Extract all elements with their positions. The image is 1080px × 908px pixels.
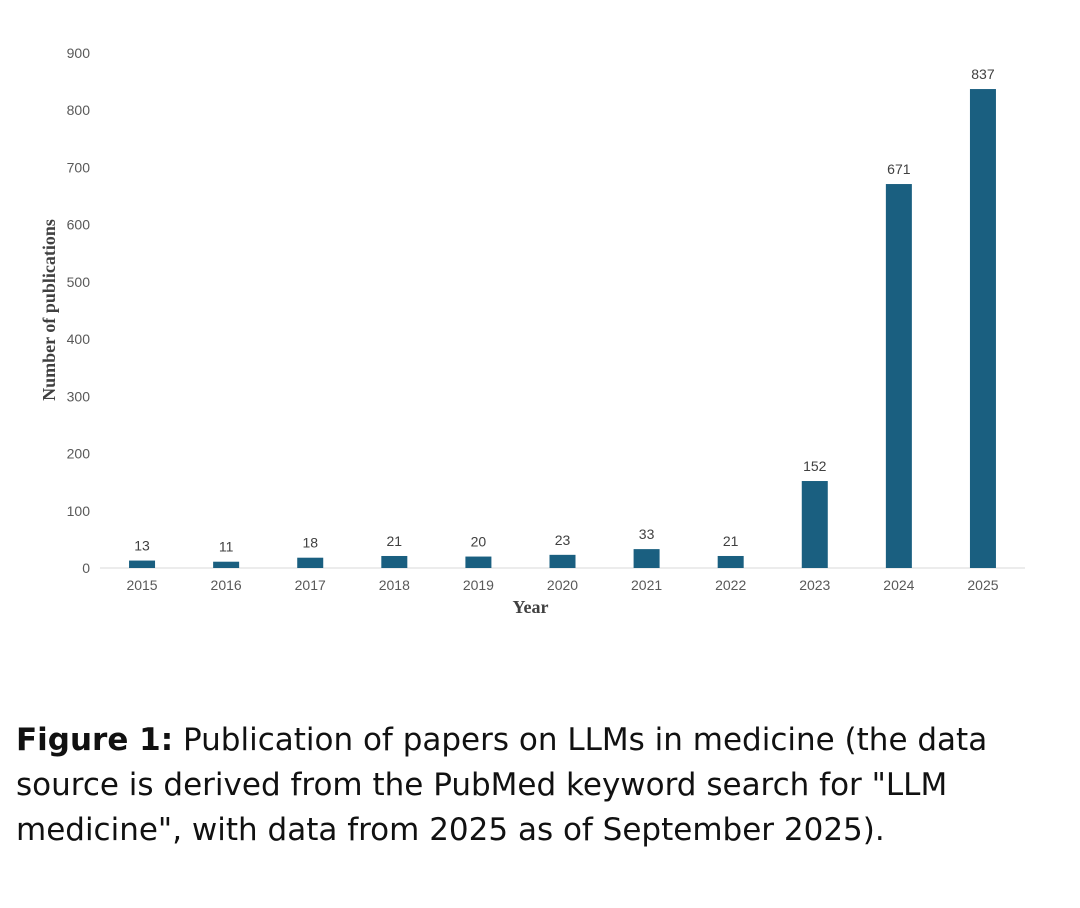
data-label-2019: 20 bbox=[471, 534, 487, 550]
x-tick-label-2018: 2018 bbox=[379, 577, 410, 593]
y-tick-label: 900 bbox=[67, 45, 91, 61]
data-label-2016: 11 bbox=[219, 539, 234, 555]
y-tick-label: 100 bbox=[67, 503, 91, 519]
x-tick-label-2017: 2017 bbox=[295, 577, 326, 593]
bar-2018 bbox=[381, 555, 408, 568]
figure-caption: Figure 1: Publication of papers on LLMs … bbox=[16, 718, 1016, 853]
data-label-2015: 13 bbox=[134, 538, 150, 554]
bar-2017 bbox=[297, 557, 324, 568]
bar-2022 bbox=[717, 555, 744, 568]
data-label-2017: 18 bbox=[302, 535, 318, 551]
x-tick-label-2019: 2019 bbox=[463, 577, 494, 593]
bar-2025 bbox=[969, 89, 996, 569]
bar-2020 bbox=[549, 554, 576, 568]
x-axis-title: Year bbox=[513, 597, 549, 617]
data-label-2020: 23 bbox=[555, 532, 571, 548]
data-label-2022: 21 bbox=[723, 533, 739, 549]
bar-2024 bbox=[885, 184, 912, 569]
y-tick-label: 0 bbox=[82, 560, 90, 576]
y-tick-label: 500 bbox=[67, 274, 91, 290]
data-label-2018: 21 bbox=[387, 533, 403, 549]
x-tick-label-2022: 2022 bbox=[715, 577, 746, 593]
y-tick-label: 600 bbox=[67, 217, 91, 233]
x-axis-ticks: 2015 2016 2017 2018 2019 2020 2021 2022 2023 2024… bbox=[126, 577, 998, 593]
data-label-2023: 152 bbox=[803, 458, 827, 474]
y-tick-label: 300 bbox=[67, 388, 91, 404]
y-tick-label: 700 bbox=[67, 159, 91, 175]
data-label-2024: 671 bbox=[887, 161, 911, 177]
bar-2023 bbox=[801, 481, 828, 568]
x-tick-label-2021: 2021 bbox=[631, 577, 662, 593]
y-tick-label: 200 bbox=[67, 446, 91, 462]
x-tick-label-2025: 2025 bbox=[967, 577, 998, 593]
y-axis-ticks: 0 100 200 300 400 500 600 700 800 900 bbox=[67, 45, 91, 576]
bar-2019 bbox=[465, 556, 492, 568]
bar-2015 bbox=[129, 560, 156, 568]
x-tick-label-2024: 2024 bbox=[883, 577, 914, 593]
data-label-2025: 837 bbox=[971, 66, 995, 82]
caption-text: Publication of papers on LLMs in medicin… bbox=[16, 722, 988, 848]
bar-2021 bbox=[633, 549, 660, 568]
x-tick-label-2016: 2016 bbox=[211, 577, 242, 593]
x-tick-label-2020: 2020 bbox=[547, 577, 578, 593]
bars bbox=[129, 89, 996, 569]
x-tick-label-2023: 2023 bbox=[799, 577, 830, 593]
bar-2016 bbox=[213, 561, 240, 568]
y-tick-label: 400 bbox=[67, 331, 91, 347]
figure-label: Figure 1: bbox=[16, 722, 174, 758]
x-tick-label-2015: 2015 bbox=[126, 577, 157, 593]
data-label-2021: 33 bbox=[639, 526, 655, 542]
data-labels: 13 11 18 21 20 23 33 21 152 671 837 bbox=[134, 66, 995, 555]
bar-chart: 0 100 200 300 400 500 600 700 800 900 13 11 18 21 20 2… bbox=[39, 45, 1025, 617]
y-axis-title: Number of publications bbox=[39, 219, 59, 401]
y-tick-label: 800 bbox=[67, 102, 91, 118]
